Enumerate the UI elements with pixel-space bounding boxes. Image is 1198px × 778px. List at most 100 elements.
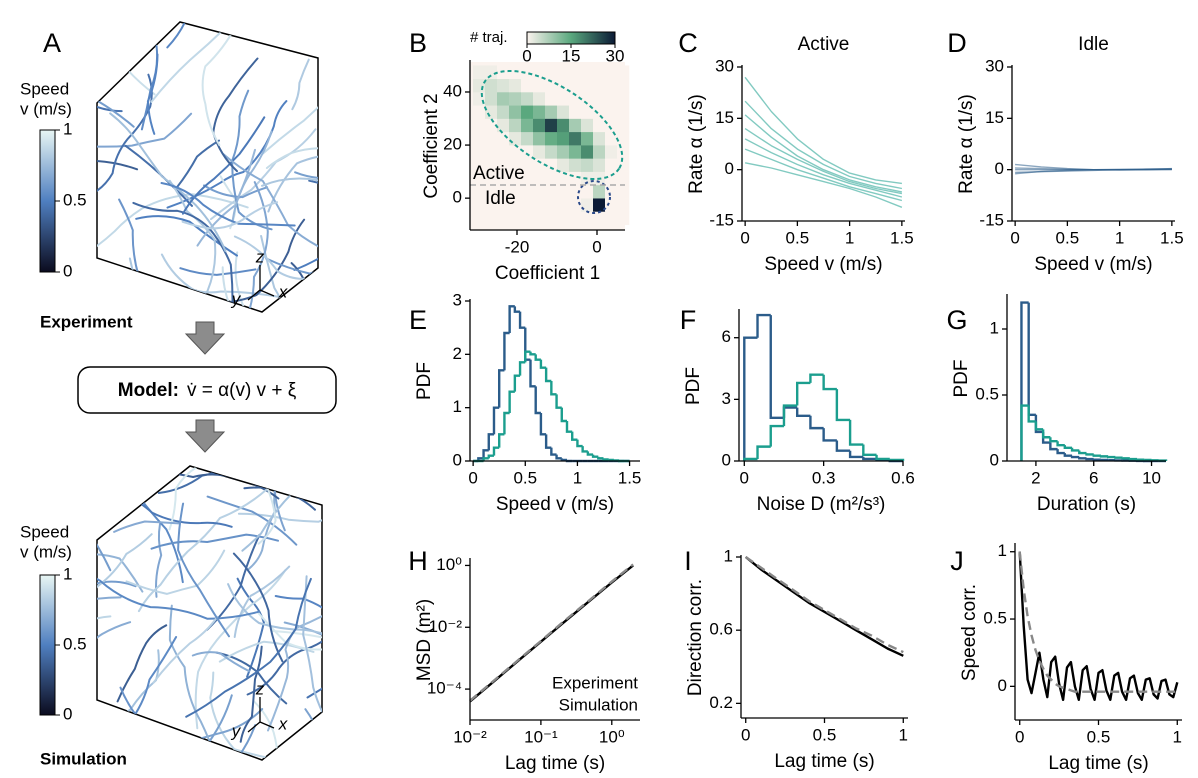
series-line [469,563,634,702]
heat-cell [617,118,630,133]
trajectory [246,466,321,571]
x-tick-label: 2 [1031,468,1040,487]
heat-cell [605,145,618,159]
heat-cell [473,105,486,119]
trajectory [155,522,163,598]
heat-cell [593,118,606,133]
trajectory [239,645,263,743]
trajectory [144,708,264,760]
y-tick-label: 6 [722,327,731,346]
heat-cell [605,184,618,199]
cube-outline [96,21,319,313]
x-tick-label: 0 [468,468,477,487]
histogram-step [503,411,510,435]
heat-cell [485,105,498,119]
x-tick-label: 0.5 [813,725,837,744]
heat-cell [617,145,630,159]
histogram-step [1049,442,1058,451]
heat-cell [533,91,546,106]
histogram-step [1092,458,1101,461]
panel-letter: D [947,28,967,58]
heat-cell [473,171,486,186]
histogram-step [544,434,552,449]
colorbar-tick-label: 0 [522,46,531,65]
x-tick-label: 1.5 [618,468,642,487]
heat-cell [521,105,534,119]
heat-cell [557,131,570,146]
trajectory [210,128,317,221]
x-tick-label: 0.5 [786,228,810,247]
colorbar-title: v (m/s) [20,99,72,118]
panel-letter: F [680,305,697,335]
trajectory [97,98,135,129]
heat-cell [557,211,570,225]
heat-cell [485,198,498,212]
panel-letter: A [43,28,61,58]
y-tick-label: 20 [443,135,462,154]
histogram-step [809,415,824,430]
trajectory [97,553,144,593]
histogram-step [544,367,552,383]
colorbar-title: v (m/s) [20,542,72,561]
trajectory [119,22,245,42]
trajectory [241,493,292,552]
heat-cell [521,91,534,106]
y-tick-label: 0.2 [709,693,733,712]
histogram-step [1106,455,1116,459]
trajectory [97,533,153,643]
y-tick-label: 15 [985,108,1004,127]
trajectory [166,100,288,209]
trajectory [291,58,310,111]
heat-cell [569,131,582,146]
trajectory [209,671,313,760]
heat-cell [509,91,522,106]
heat-cell [533,145,546,159]
heat-cell [485,184,498,199]
histogram-step [1020,404,1029,461]
x-tick-label: 0 [1015,727,1024,746]
y-tick-label: 1 [724,546,733,565]
histogram-step [492,406,500,435]
heat-cell [581,211,594,225]
heat-cell [581,131,594,146]
histogram-step [756,445,771,459]
heat-cell [593,105,606,119]
heat-cell [509,145,522,159]
heat-cell [521,198,534,212]
y-tick-label: 0 [453,188,462,207]
histogram-step [498,433,505,448]
heat-cell [557,158,570,172]
axis-letter: y [231,289,242,308]
heat-cell [497,105,510,119]
heat-cell [533,78,546,93]
x-tick-label: 0 [740,468,749,487]
heat-cell [497,78,510,93]
heat-cell [545,158,558,172]
histogram-step [508,305,515,333]
y-tick-label: -15 [979,210,1004,229]
heat-cell [593,184,606,199]
histogram-step [1056,441,1065,447]
trajectory [252,699,279,760]
trajectory [179,267,257,276]
heat-cell [521,118,534,133]
heat-cell [533,131,546,146]
legend-label: Experiment [552,673,638,692]
y-tick-label: 15 [715,108,734,127]
histogram-step [482,449,489,459]
heat-cell [509,158,522,172]
heat-cell [473,198,486,212]
heat-cell [485,65,498,80]
trajectory [206,495,298,546]
x-tick-label: 1 [573,468,582,487]
series-line [744,162,903,208]
trajectory [232,552,284,663]
heat-cell [581,65,594,80]
model-equation: v̇ = α(v) v + ξ [187,380,297,401]
x-tick-label: 0.6 [891,468,915,487]
axis-letter: z [255,679,265,698]
x-tick-label: 10⁻¹ [524,727,558,746]
histogram-step [1034,421,1044,431]
heat-cell [605,65,618,80]
trajectory [233,565,291,638]
